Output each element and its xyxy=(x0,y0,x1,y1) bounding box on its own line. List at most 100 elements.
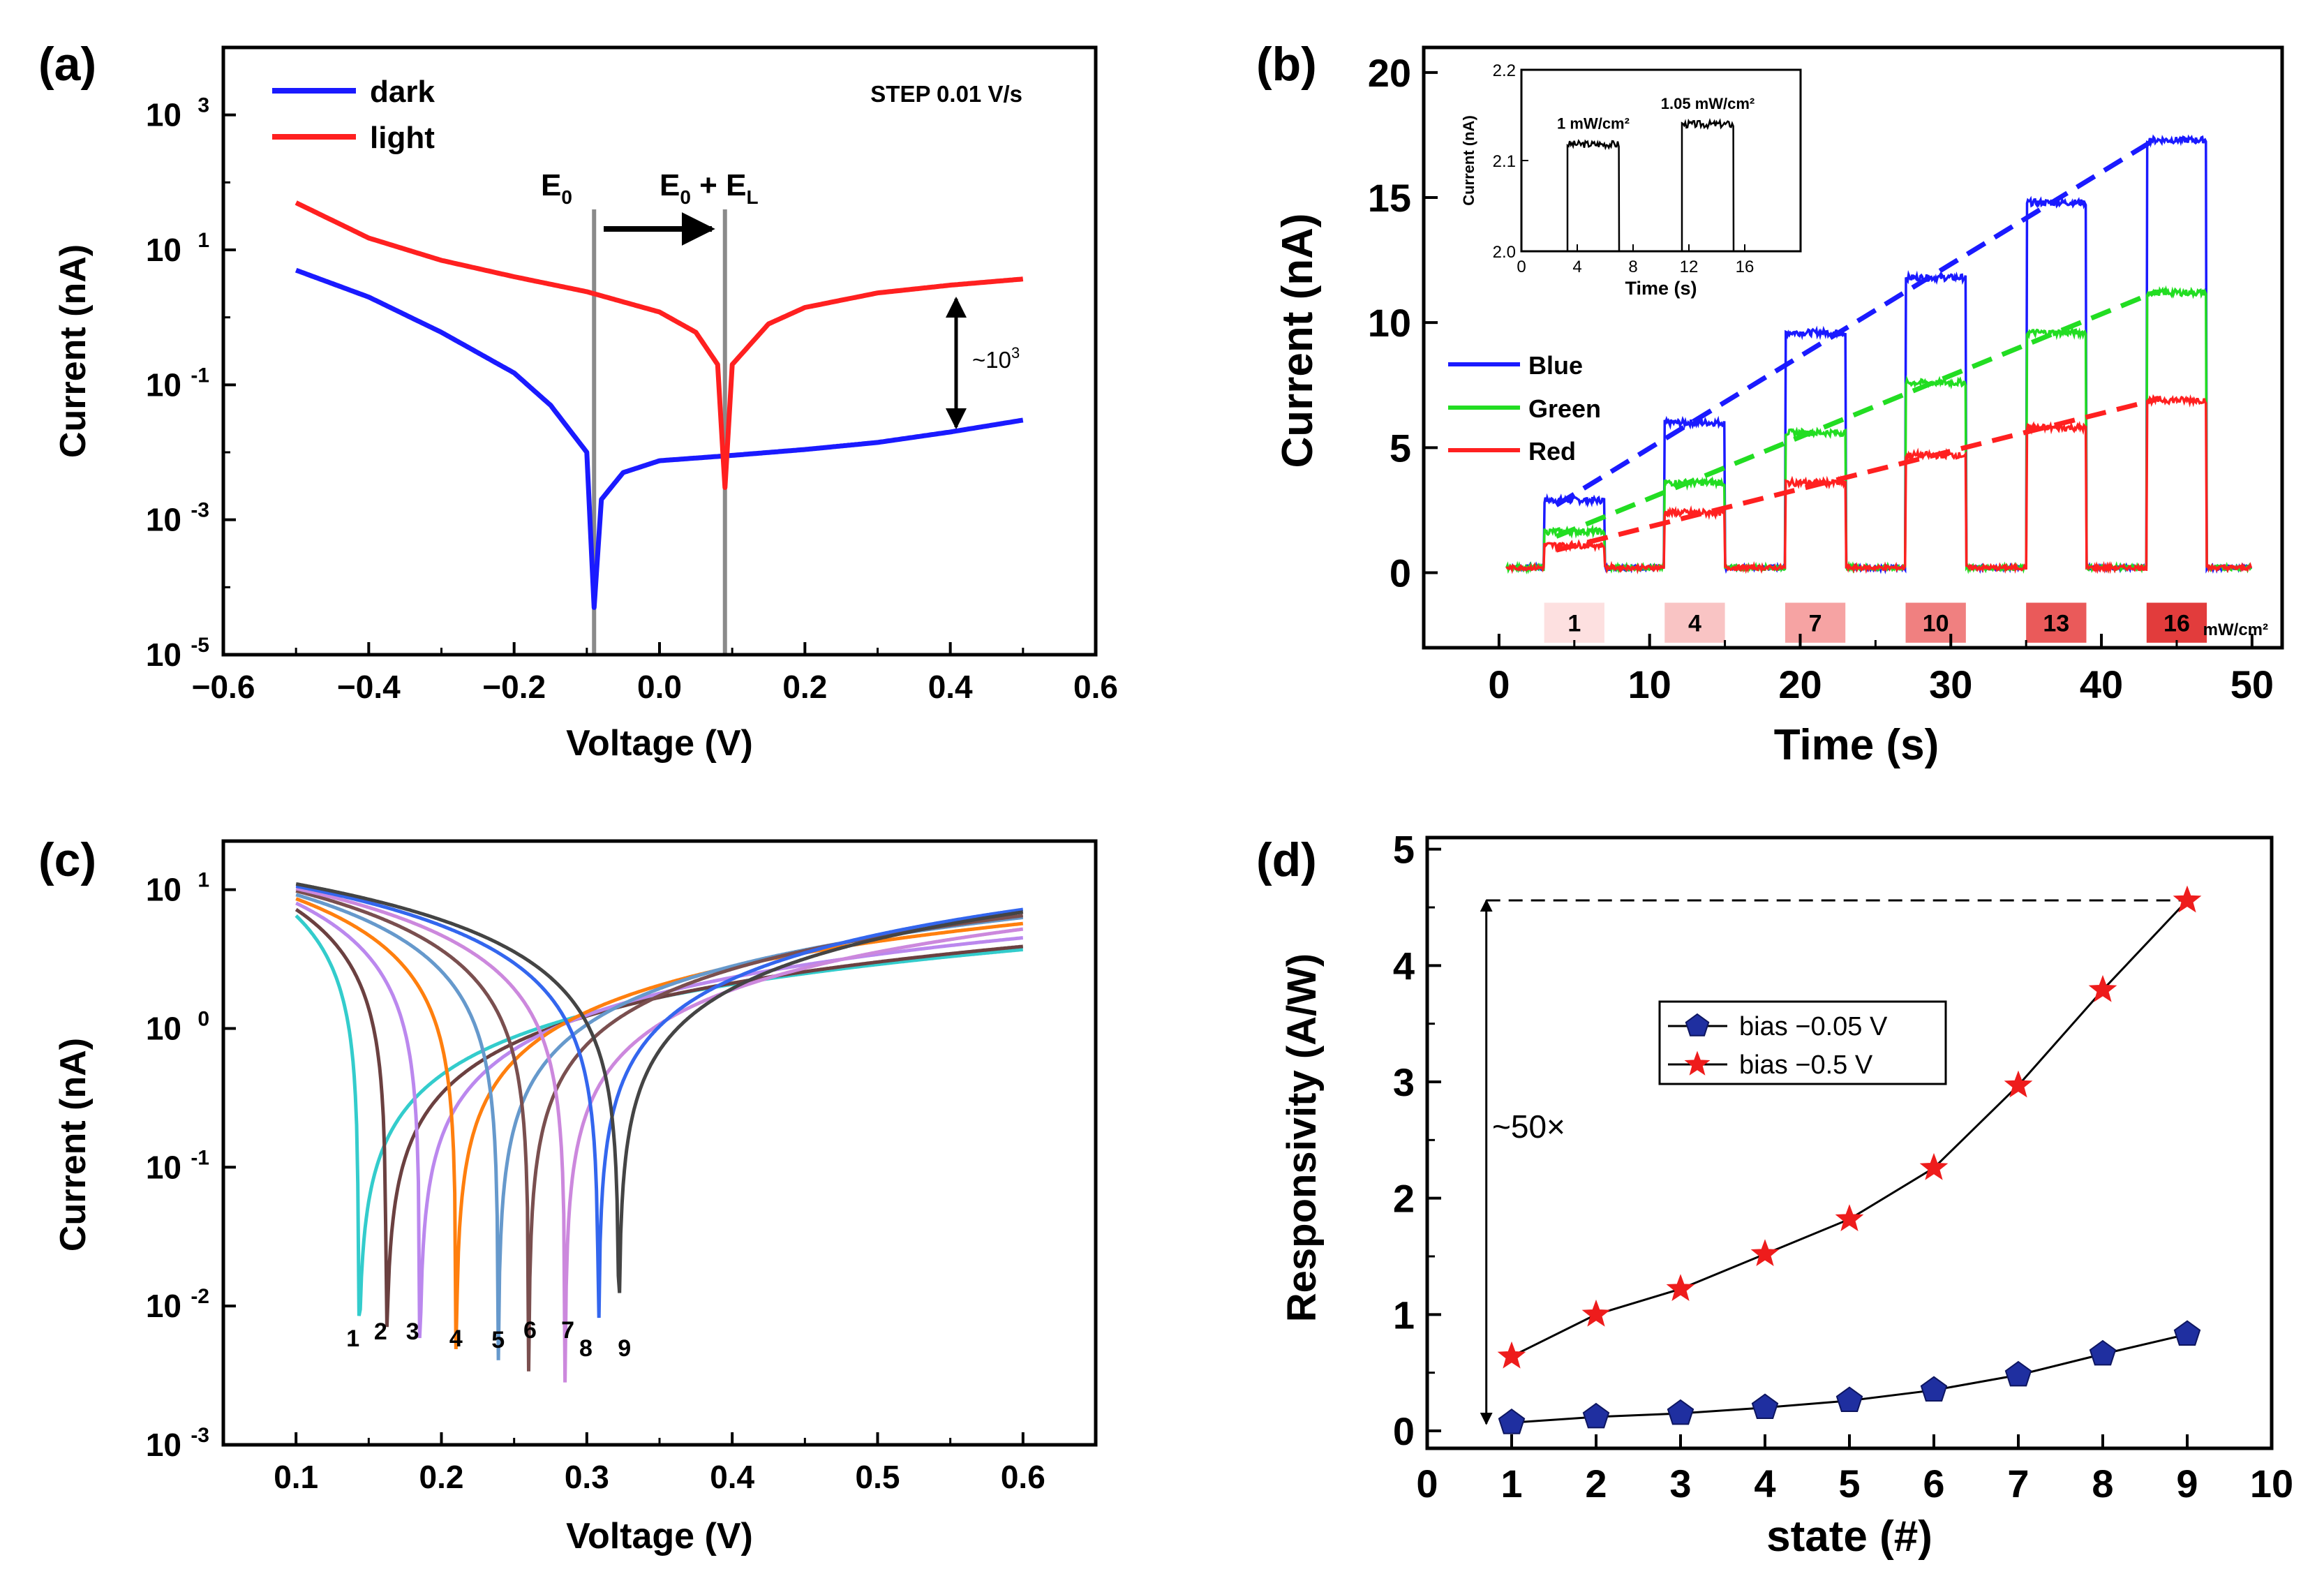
intensity-box-10 xyxy=(1905,602,1966,643)
series-0-point xyxy=(2173,1320,2201,1346)
legend-blue-label: Blue xyxy=(1528,351,1583,380)
series-0-point xyxy=(1751,1393,1779,1419)
inset-trace xyxy=(1521,118,1801,253)
curve-label-4: 4 xyxy=(449,1325,463,1352)
curve-8 xyxy=(295,884,1024,1318)
curve-2 xyxy=(295,907,1024,1328)
curve-7 xyxy=(295,886,1024,1383)
inset-y-tick-label: 2.2 xyxy=(1493,61,1516,80)
series-1-point xyxy=(2173,885,2202,913)
inset-chart: 1 mW/cm² 1.05 mW/cm² 0 4 8 12 16 2.0 2.1 2.2 Time … xyxy=(1460,61,1802,299)
x-tick-label: 10 xyxy=(2250,1462,2293,1506)
intensity-label-16: 16 xyxy=(2163,611,2190,637)
series-1-point xyxy=(1835,1204,1864,1231)
x-tick-label: −0.4 xyxy=(337,669,401,705)
panel-b-frame xyxy=(1422,45,2284,650)
intensity-box-16 xyxy=(2146,602,2207,643)
ratio-50x-label: ~50× xyxy=(1492,1108,1565,1145)
x-tick-label: 3 xyxy=(1669,1462,1691,1506)
x-tick-label: 0.2 xyxy=(782,669,827,705)
y-tick-label: 5 xyxy=(1393,828,1415,872)
x-tick-label: 6 xyxy=(1923,1462,1944,1506)
legend-marker-1 xyxy=(1684,1050,1711,1076)
panel-c-xlabel: Voltage (V) xyxy=(566,1516,753,1556)
x-tick-label: 50 xyxy=(2230,662,2274,706)
series-1-point xyxy=(2088,974,2117,1002)
curve-9 xyxy=(295,882,1024,1293)
series-1-line xyxy=(1511,899,2189,1358)
panel-d-xlabel: state (#) xyxy=(1766,1513,1932,1561)
curve-label-5: 5 xyxy=(491,1327,505,1353)
series-0-point xyxy=(2004,1360,2032,1387)
y-tick-label: 10 xyxy=(146,1427,181,1463)
intensity-label-1: 1 xyxy=(1567,611,1581,637)
x-tick-label: 0.2 xyxy=(419,1459,464,1495)
x-tick-label: 10 xyxy=(1628,662,1671,706)
series-1-point xyxy=(1666,1274,1695,1301)
intensity-box-13 xyxy=(2026,602,2087,643)
series-0-point xyxy=(1667,1399,1694,1425)
y-tick-exponent: -5 xyxy=(191,634,209,657)
y-tick-exponent: 1 xyxy=(198,869,209,892)
panel-d-label: (d) xyxy=(1256,833,1317,886)
x-tick-label: 30 xyxy=(1929,662,1972,706)
inset-y-tick-label: 2.0 xyxy=(1493,243,1516,262)
legend-label-1: bias −0.5 V xyxy=(1739,1050,1873,1080)
y-tick-label: 10 xyxy=(146,1010,181,1046)
panel-d-ylabel: Responsivity (A/W) xyxy=(1279,953,1325,1323)
x-tick-label: 0.4 xyxy=(710,1459,754,1495)
x-tick-label: 20 xyxy=(1778,662,1822,706)
legend-red-label: Red xyxy=(1528,437,1576,466)
curve-4 xyxy=(295,897,1024,1349)
legend-marker-0 xyxy=(1685,1013,1710,1037)
series-0-point xyxy=(1582,1402,1610,1429)
intensity-box-4 xyxy=(1664,602,1725,643)
curve-3 xyxy=(295,901,1023,1339)
curve-label-1: 1 xyxy=(346,1325,359,1352)
inset-x-tick-label: 16 xyxy=(1736,258,1755,276)
x-tick-label: 0 xyxy=(1488,662,1510,706)
x-tick-label: −0.2 xyxy=(482,669,546,705)
series-0-point xyxy=(1835,1386,1863,1412)
inset-x-tick-label: 12 xyxy=(1680,258,1699,276)
y-tick-exponent: -2 xyxy=(191,1285,209,1308)
intensity-box-7 xyxy=(1785,602,1846,643)
y-tick-label: 10 xyxy=(1368,301,1411,345)
y-tick-label: 10 xyxy=(146,502,181,538)
x-tick-label: 2 xyxy=(1585,1462,1607,1506)
x-tick-label: 7 xyxy=(2007,1462,2029,1506)
x-tick-label: −0.6 xyxy=(192,669,255,705)
inset-xlabel: Time (s) xyxy=(1625,278,1697,299)
y-tick-label: 10 xyxy=(146,1149,181,1185)
series-Red-trace xyxy=(1505,394,2253,575)
series-1-point xyxy=(1919,1152,1949,1180)
curve-label-7: 7 xyxy=(561,1317,574,1344)
intensity-label-10: 10 xyxy=(1923,611,1949,637)
series-light-line xyxy=(295,200,1024,490)
series-1-point xyxy=(1497,1341,1526,1369)
series-Green-trace xyxy=(1505,285,2252,575)
curve-1 xyxy=(295,914,1023,1316)
curve-label-8: 8 xyxy=(579,1335,593,1362)
e0-label: E0 xyxy=(541,168,572,208)
inset-y-tick-label: 2.1 xyxy=(1493,152,1516,171)
x-tick-label: 0.0 xyxy=(637,669,682,705)
x-tick-label: 0.6 xyxy=(1073,669,1118,705)
series-0-point xyxy=(1498,1409,1526,1434)
series-Red-trend xyxy=(1556,397,2155,553)
y-tick-label: 3 xyxy=(1393,1060,1415,1104)
y-tick-label: 10 xyxy=(146,637,181,673)
panel-d: (d) 0 1 2 3 4 5 6 7 8 9 10 0 1 2 3 4 5 state (#) Respons… xyxy=(1256,828,2293,1561)
x-tick-label: 9 xyxy=(2176,1462,2198,1506)
panel-a: (a) −0.6 −0.4 −0.2 0.0 0.2 0.4 0.6 10 -5 10 -3 10 -1… xyxy=(38,38,1118,764)
curve-label-3: 3 xyxy=(406,1318,419,1345)
series-1-point xyxy=(1750,1239,1780,1266)
inset-pulse-label: 1.05 mW/cm² xyxy=(1661,95,1755,112)
inset-pulse-label: 1 mW/cm² xyxy=(1557,115,1630,133)
panel-c-label: (c) xyxy=(38,833,96,886)
panel-a-label: (a) xyxy=(38,38,96,91)
x-tick-label: 5 xyxy=(1838,1462,1860,1506)
y-tick-label: 1 xyxy=(1393,1293,1415,1337)
intensity-label-4: 4 xyxy=(1688,611,1701,637)
